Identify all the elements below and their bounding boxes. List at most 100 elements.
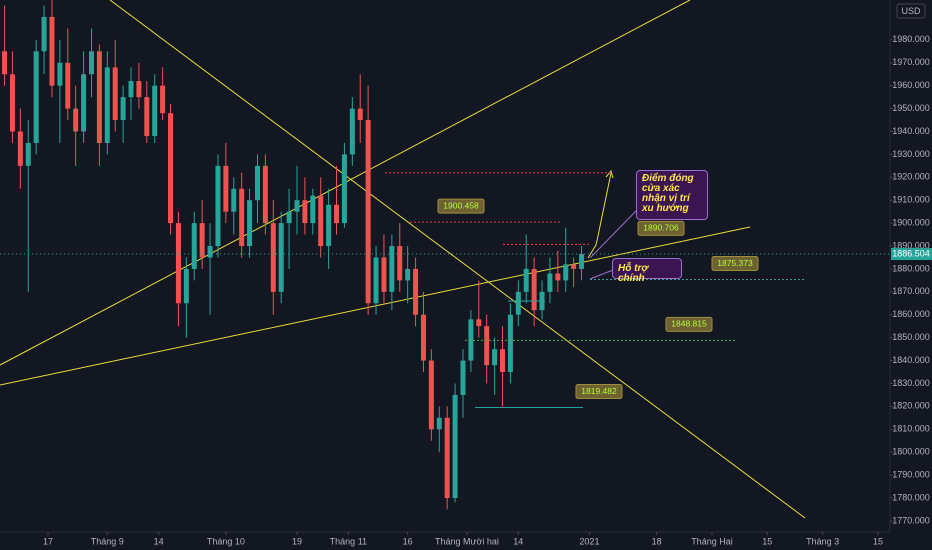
candle-body	[365, 120, 371, 304]
candle-body	[460, 360, 466, 395]
x-tick-label: 14	[154, 536, 164, 546]
candle-body	[294, 200, 300, 212]
candle-body	[500, 349, 506, 373]
y-tick-label: 1900.000	[892, 217, 930, 227]
candle-body	[41, 16, 47, 52]
x-tick-label: Tháng 11	[330, 536, 367, 546]
candle-body	[128, 81, 134, 98]
y-tick-label: 1870.000	[892, 286, 930, 296]
level-label-box	[711, 256, 759, 272]
candle-body	[547, 273, 553, 292]
level-label-box	[575, 384, 623, 400]
candle-body	[270, 223, 276, 292]
candle-body	[476, 319, 482, 327]
x-tick-label: 16	[403, 536, 413, 546]
candle-body	[515, 291, 521, 315]
level-label-box	[637, 220, 685, 236]
y-tick-label: 1790.000	[892, 469, 930, 479]
candle-body	[428, 360, 434, 430]
candle-body	[254, 165, 260, 201]
x-tick-label: Tháng 3	[806, 536, 839, 546]
candle-body	[381, 257, 387, 292]
last-price-box	[891, 248, 932, 261]
y-tick-label: 1960.000	[892, 80, 930, 90]
candle-body	[215, 165, 221, 247]
candle-body	[57, 62, 63, 86]
candle-body	[191, 223, 197, 269]
candle-body	[175, 223, 181, 304]
candle-body	[81, 74, 87, 132]
candle-body	[152, 85, 158, 137]
candle-body	[96, 51, 102, 143]
plot-area	[0, 0, 806, 519]
candle-body	[341, 154, 347, 224]
candle-body	[531, 268, 537, 311]
y-tick-label: 1850.000	[892, 332, 930, 342]
candle-body	[310, 195, 316, 224]
candle-body	[484, 326, 490, 366]
candle-body	[397, 246, 403, 281]
callout-pointer	[589, 209, 638, 259]
callout: Điểm đóng cửa xác nhận vị trí xu hướng	[636, 170, 708, 220]
y-tick-label: 1980.000	[892, 34, 930, 44]
x-tick-label: 14	[513, 536, 523, 546]
x-tick-label: Tháng 9	[91, 536, 124, 546]
x-tick-label: 15	[873, 536, 883, 546]
level-label: 1819.482	[581, 386, 617, 396]
candle-body	[17, 131, 23, 166]
x-tick-label: 19	[292, 536, 302, 546]
x-tick-label: 15	[762, 536, 772, 546]
y-tick-label: 1890.000	[892, 240, 930, 250]
candle-body	[223, 165, 229, 212]
candle-body	[112, 67, 118, 121]
candle-body	[444, 417, 450, 499]
candle-body	[373, 257, 379, 304]
candle-body	[25, 142, 31, 166]
candle-body	[389, 246, 395, 292]
callout-pointer	[589, 269, 614, 280]
candle-body	[207, 246, 213, 258]
x-tick-label: 17	[43, 536, 53, 546]
level-label-box	[437, 198, 485, 214]
candle-body	[278, 223, 284, 292]
y-tick-label: 1860.000	[892, 309, 930, 319]
y-tick-label: 1940.000	[892, 126, 930, 136]
level-label: 1900.458	[443, 200, 479, 210]
y-tick-label: 1800.000	[892, 447, 930, 457]
candle-body	[247, 200, 253, 247]
y-tick-label: 1820.000	[892, 401, 930, 411]
candle-body	[168, 113, 174, 224]
candle-body	[579, 254, 585, 269]
level-label-box	[665, 316, 713, 332]
last-price-label: 1886.504	[892, 248, 930, 258]
y-tick-label: 1930.000	[892, 149, 930, 159]
candle-body	[571, 264, 577, 269]
candle-body	[73, 108, 79, 132]
y-tick-label: 1780.000	[892, 492, 930, 502]
candle-body	[33, 51, 39, 143]
x-tick-label: 2021	[579, 536, 599, 546]
candle-body	[160, 85, 166, 114]
candle-body	[144, 97, 150, 137]
candle-body	[452, 394, 458, 499]
level-label: 1848.815	[671, 319, 707, 329]
y-tick-label: 1880.000	[892, 263, 930, 273]
candle-body	[2, 51, 8, 75]
y-tick-label: 1950.000	[892, 103, 930, 113]
candle-body	[9, 74, 15, 132]
trend-line	[109, 0, 806, 519]
candle-body	[286, 211, 292, 224]
y-tick-label: 1910.000	[892, 195, 930, 205]
level-label: 1890.706	[643, 223, 679, 233]
currency-box	[896, 3, 926, 19]
y-tick-label: 1810.000	[892, 424, 930, 434]
candle-body	[555, 273, 561, 281]
candle-body	[357, 108, 363, 121]
candle-body	[302, 200, 308, 224]
currency: USD	[901, 6, 921, 16]
candle-body	[199, 223, 205, 258]
candle-body	[420, 314, 426, 361]
x-tick-label: 18	[652, 536, 662, 546]
candle-body	[334, 204, 340, 224]
